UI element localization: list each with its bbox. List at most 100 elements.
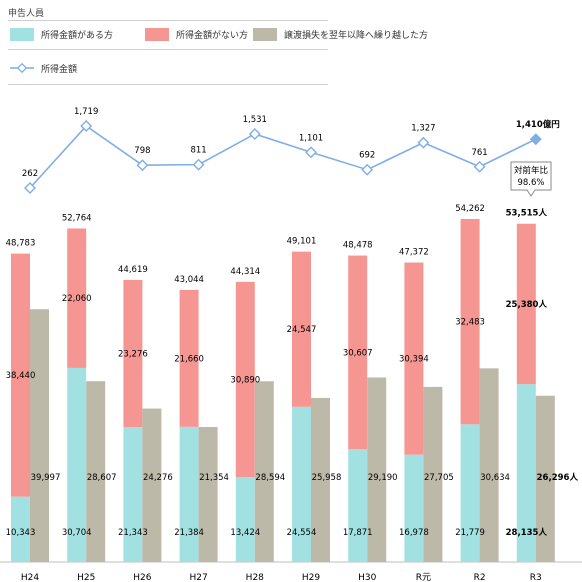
income-line-label: 262 [22, 169, 38, 179]
label-with-income: 21,779 [455, 528, 485, 538]
label-without-income: 30,607 [343, 348, 373, 358]
label-carryover-loss: 29,190 [368, 473, 398, 483]
bar-carryover-loss [479, 368, 499, 562]
label-total: 54,262 [455, 204, 485, 214]
label-total: 48,478 [343, 241, 373, 251]
bar-carryover-loss [30, 309, 49, 562]
label-carryover-loss: 28,607 [87, 473, 117, 483]
income-line-point [24, 182, 36, 194]
x-tick-label: H27 [189, 573, 207, 582]
legend-label: 所得金額 [41, 63, 77, 75]
legend-swatch [145, 28, 169, 41]
label-carryover-loss: 30,634 [480, 473, 510, 483]
x-tick-label: H26 [133, 573, 151, 582]
label-carryover-loss: 39,997 [31, 473, 61, 483]
label-total: 49,101 [287, 237, 317, 247]
bar-with-income [460, 424, 480, 562]
income-line-point [248, 128, 261, 140]
label-without-income: 23,276 [118, 350, 148, 360]
income-line-label: 761 [471, 148, 487, 158]
label-without-income: 24,547 [287, 325, 317, 335]
label-with-income: 30,704 [62, 528, 92, 538]
x-tick-label: R2 [474, 573, 486, 582]
income-line-point [80, 120, 93, 132]
label-without-income: 38,440 [6, 371, 36, 381]
bar-carryover-loss [367, 377, 387, 562]
income-line-label: 1,719 [74, 107, 98, 117]
bar-without-income [123, 279, 143, 428]
bar-carryover-loss [311, 397, 330, 562]
x-tick-label: R3 [530, 573, 542, 582]
x-tick-label: H30 [358, 573, 376, 582]
label-with-income: 21,384 [174, 528, 204, 538]
callout-line2: 98.6% [517, 178, 544, 188]
label-total: 44,314 [230, 267, 260, 277]
label-total: 48,783 [6, 239, 36, 249]
label-total: 52,764 [62, 213, 92, 223]
x-tick-label: H28 [246, 573, 264, 582]
income-line-point [417, 136, 430, 149]
label-carryover-loss: 24,276 [143, 473, 173, 483]
income-line-label: 1,531 [243, 115, 267, 125]
label-with-income: 24,554 [287, 528, 317, 538]
bar-without-income [516, 223, 536, 385]
income-line-label: 811 [190, 146, 206, 156]
yoy-callout: 対前年比 98.6% [510, 161, 552, 197]
bar-with-income [179, 426, 199, 562]
bar-carryover-loss [535, 395, 555, 562]
label-without-income: 30,394 [399, 355, 429, 365]
income-line-point [192, 158, 205, 171]
bar-without-income [67, 228, 87, 368]
legend-header: 申告人員 [8, 9, 45, 19]
bar-without-income [404, 262, 424, 455]
bar-without-income [11, 253, 30, 497]
bar-without-income [235, 281, 255, 478]
label-with-income: 10,343 [6, 528, 36, 538]
label-carryover-loss: 28,594 [255, 473, 285, 483]
label-total: 43,044 [174, 275, 204, 285]
legend-divider [8, 49, 328, 50]
legend-swatch [10, 28, 34, 41]
bar-carryover-loss [86, 381, 106, 562]
bar-carryover-loss [423, 386, 443, 562]
label-without-income: 21,660 [174, 354, 204, 364]
x-tick-label: H24 [21, 573, 39, 582]
label-with-income: 28,135人 [506, 527, 548, 538]
label-with-income: 21,343 [118, 528, 148, 538]
bar-without-income [348, 255, 368, 450]
legend-line-marker [16, 62, 28, 74]
callout-line1: 対前年比 [514, 165, 548, 176]
legend-divider [8, 84, 328, 85]
label-carryover-loss: 21,354 [199, 473, 229, 483]
income-line-label: 798 [134, 146, 150, 156]
label-carryover-loss: 27,705 [424, 473, 454, 483]
label-total: 53,515人 [506, 208, 548, 219]
bars [11, 219, 555, 562]
legend-label: 譲渡損失を翌年以降へ繰り越した方 [284, 29, 428, 41]
label-with-income: 16,978 [399, 528, 429, 538]
legend-label: 所得金額がない方 [176, 29, 248, 41]
income-line-point [305, 146, 317, 159]
bar-with-income [292, 406, 311, 562]
label-carryover-loss: 26,296人 [537, 472, 579, 483]
bar-without-income [460, 219, 480, 425]
label-without-income: 25,380人 [506, 299, 548, 310]
legend-label: 所得金額がある方 [41, 29, 113, 41]
x-tick-label: H25 [77, 573, 95, 582]
label-without-income: 22,060 [62, 294, 92, 304]
income-line-label: 1,101 [299, 133, 323, 143]
income-line-point [361, 163, 374, 176]
bar-without-income [292, 251, 311, 407]
bar-with-income [348, 449, 368, 562]
label-without-income: 32,483 [455, 318, 485, 328]
label-with-income: 13,424 [230, 528, 260, 538]
income-line-point [136, 159, 149, 172]
income-line-point [473, 160, 486, 173]
bar-without-income [179, 289, 199, 427]
label-without-income: 30,890 [230, 376, 260, 386]
income-line-label: 692 [359, 151, 375, 161]
x-tick-label: H29 [302, 573, 320, 582]
label-total: 44,619 [118, 265, 148, 275]
legend-swatch [253, 28, 277, 41]
